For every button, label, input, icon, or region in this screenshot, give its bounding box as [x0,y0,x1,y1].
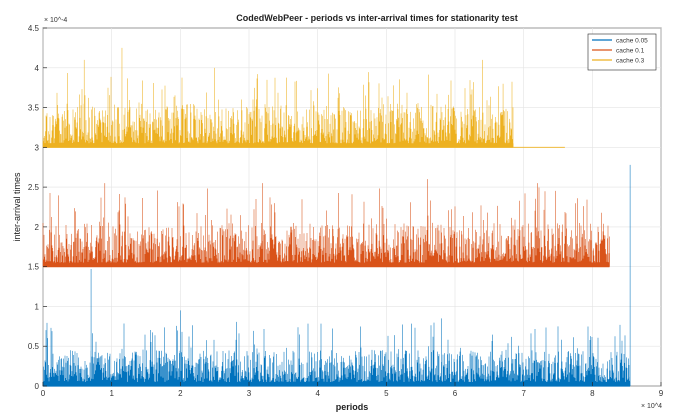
x-tick-label: 5 [384,389,389,398]
x-tick-label: 2 [178,389,183,398]
y-tick-label: 4.5 [28,24,40,33]
y-tick-label: 1.5 [28,263,40,272]
x-tick-label: 7 [521,389,526,398]
y-tick-label: 3.5 [28,104,40,113]
legend-item[interactable]: cache 0.3 [592,58,645,65]
y-tick-label: 2 [35,223,40,232]
x-tick-label: 0 [41,389,46,398]
x-axis-exponent: × 10^4 [641,403,662,410]
x-tick-label: 1 [109,389,114,398]
y-tick-label: 1 [35,302,40,311]
axes-layer: 0 1 2 3 4 5 6 7 8 9 0 0.5 1 1.5 2 2.5 3 3.5 4 4.5 [28,24,664,398]
x-tick-label: 8 [590,389,595,398]
x-tick-label: 9 [659,389,664,398]
legend-item[interactable]: cache 0.05 [592,38,648,45]
series-layer [42,47,631,387]
y-tick-label: 2.5 [28,183,40,192]
y-tick-label: 0 [35,382,40,391]
x-axis-label: periods [336,402,369,412]
y-tick-label: 0.5 [28,342,40,351]
legend-label: cache 0.3 [616,58,645,65]
legend-label: cache 0.1 [616,48,645,55]
x-tick-label: 4 [315,389,320,398]
series-cache-0-3 [42,47,565,148]
series-baseline-band [43,262,610,267]
series-baseline-band [43,382,631,386]
x-exponent-text: × 10^4 [641,403,662,410]
x-tick-label: 6 [453,389,458,398]
legend[interactable]: cache 0.05 cache 0.1 cache 0.3 [587,33,657,71]
y-tick-label: 4 [35,64,40,73]
x-tick-label: 3 [247,389,252,398]
legend-label: cache 0.05 [616,38,648,45]
y-exponent-text: × 10^-4 [44,17,67,24]
y-axis-label: inter-arrival times [12,172,22,242]
y-axis-exponent: × 10^-4 [44,17,67,24]
series-baseline-band [43,143,514,148]
y-tick-label: 3 [35,143,40,152]
chart-title: CodedWebPeer - periods vs inter-arrival … [236,13,517,23]
series-cache-0-1 [42,179,610,268]
legend-item[interactable]: cache 0.1 [592,48,645,55]
